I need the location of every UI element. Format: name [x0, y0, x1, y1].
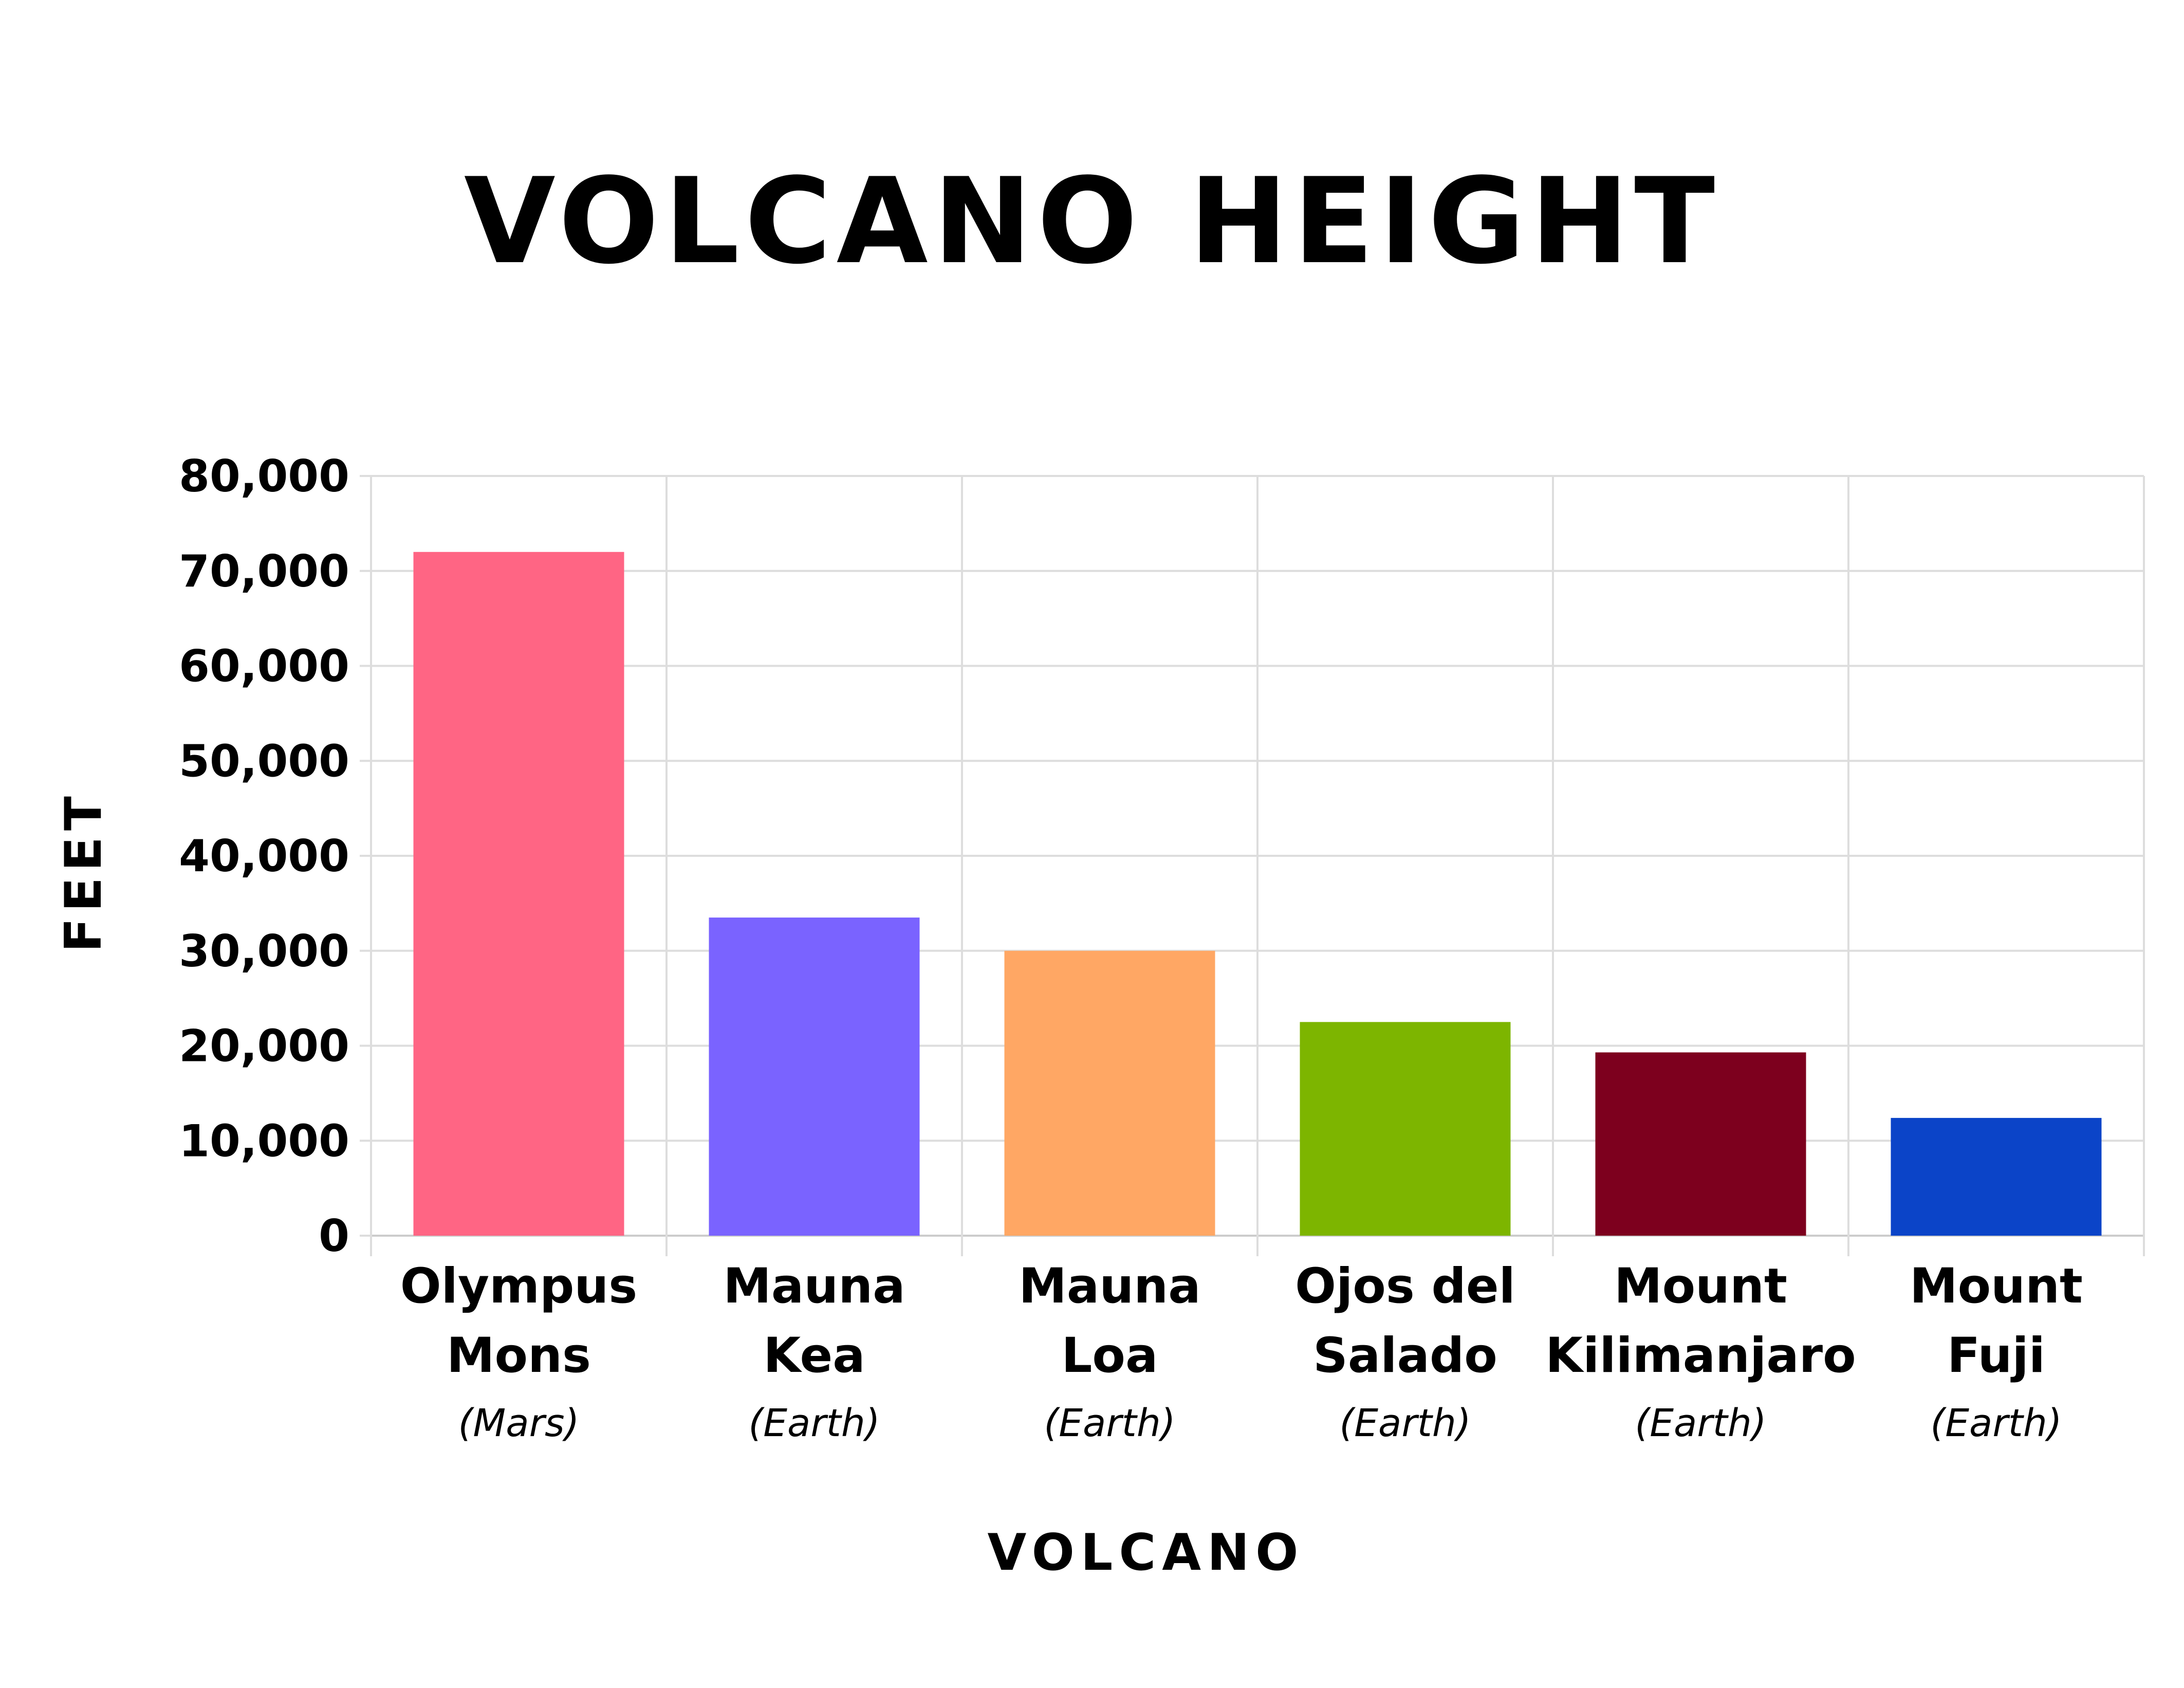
bar	[1595, 1052, 1806, 1236]
bar	[1891, 1117, 2102, 1236]
y-tick-label: 60,000	[179, 641, 349, 692]
grid-lines	[360, 475, 2145, 1256]
bar	[413, 552, 624, 1236]
y-tick-label: 80,000	[179, 451, 349, 502]
y-tick-label: 0	[319, 1210, 349, 1262]
x-axis-title: VOLCANO	[988, 1524, 1305, 1582]
y-tick-label: 40,000	[179, 831, 349, 882]
y-tick-label: 50,000	[179, 736, 349, 787]
x-category-label: Mauna Kea	[723, 1258, 905, 1384]
bars	[413, 552, 2102, 1236]
x-category-label: Mount Kilimanjaro	[1545, 1258, 1856, 1384]
x-category-label: Mount Fuji	[1910, 1258, 2083, 1384]
chart-title: VOLCANO HEIGHT	[464, 153, 1720, 290]
x-category-sublabel: (Mars)	[458, 1401, 580, 1445]
x-category-label: Olympus Mons	[400, 1258, 638, 1384]
bar	[1300, 1022, 1511, 1236]
y-tick-label: 70,000	[179, 546, 349, 597]
x-category-label: Ojos del Salado	[1295, 1258, 1515, 1384]
x-category-label: Mauna Loa	[1019, 1258, 1200, 1384]
x-category-sublabel: (Earth)	[1635, 1401, 1766, 1445]
x-category-sublabel: (Earth)	[1930, 1401, 2062, 1445]
y-tick-label: 10,000	[179, 1115, 349, 1167]
y-tick-label: 20,000	[179, 1021, 349, 1072]
y-axis-ticks: 0 10,000 20,000 30,000 40,000 50,000 60,000 70,…	[179, 451, 349, 1262]
x-axis-categories: Olympus Mons (Mars) Mauna Kea (Earth) Mauna Loa…	[400, 1258, 2083, 1445]
bar	[1004, 950, 1215, 1236]
x-category-sublabel: (Earth)	[748, 1401, 880, 1445]
x-category-sublabel: (Earth)	[1044, 1401, 1175, 1445]
x-category-sublabel: (Earth)	[1339, 1401, 1471, 1445]
y-axis-title: FEET	[54, 790, 113, 952]
y-tick-label: 30,000	[179, 926, 349, 977]
bar	[709, 918, 920, 1236]
